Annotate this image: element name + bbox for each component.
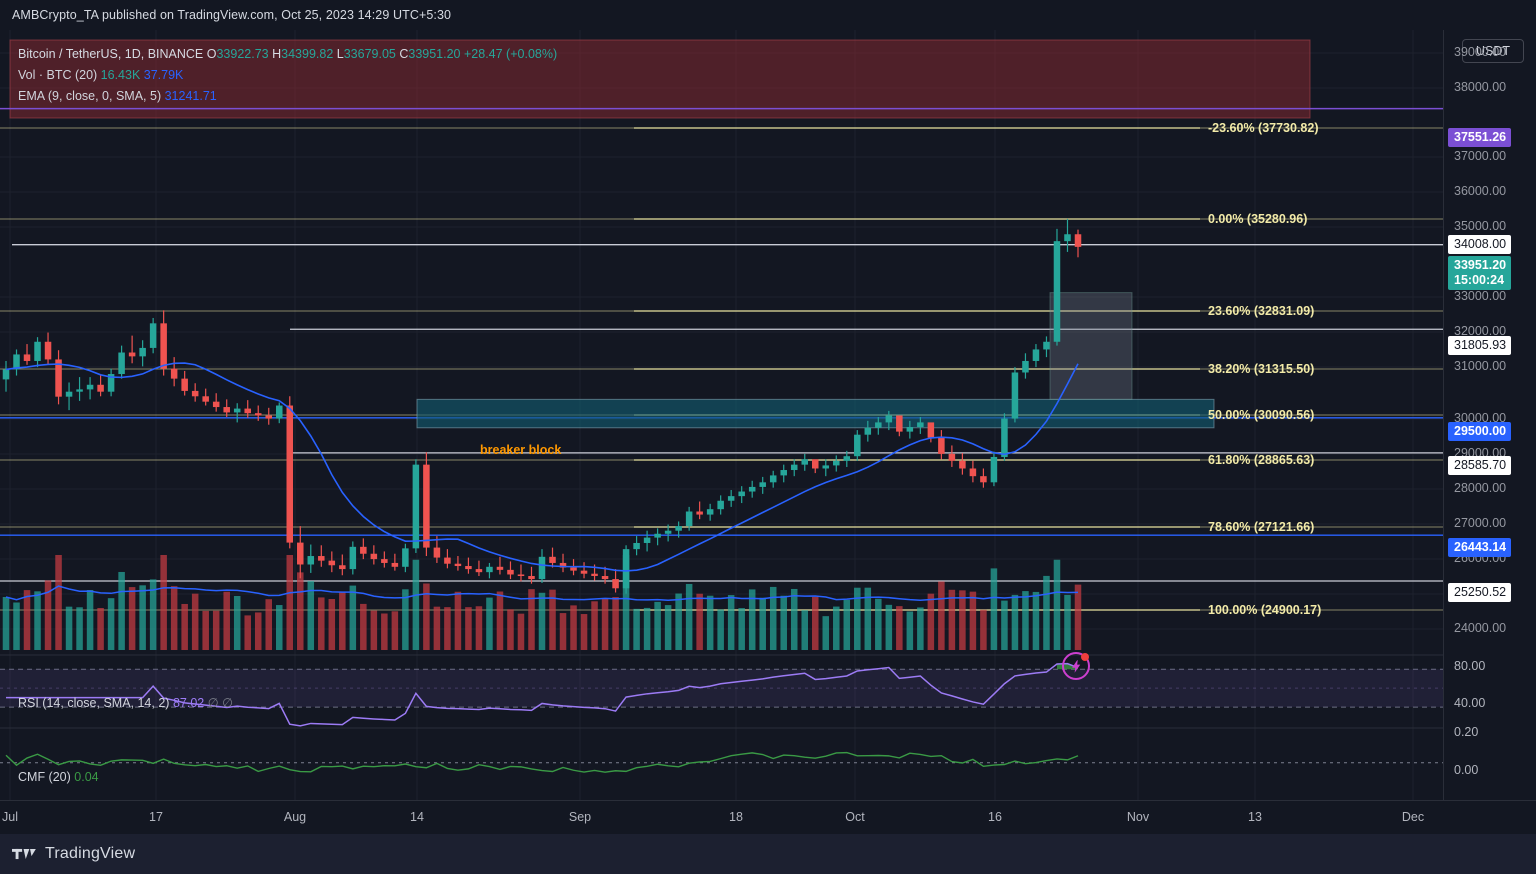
legend-row-ema[interactable]: EMA (9, close, 0, SMA, 5) 31241.71: [18, 86, 557, 107]
price-tag-value: 29500.00: [1454, 424, 1507, 438]
price-tick-label: 38000.00: [1454, 80, 1507, 94]
price-tick-label: 39000.00: [1454, 45, 1507, 59]
price-tag[interactable]: 33951.20 15:00:24: [1448, 256, 1512, 290]
price-tick-label: 35000.00: [1454, 219, 1507, 233]
time-tick-label: 17: [149, 810, 163, 824]
legend-ohlc-l-key: L: [336, 47, 344, 61]
price-tag-value: 37551.26: [1454, 130, 1507, 144]
time-tick-label: 14: [410, 810, 424, 824]
price-tag[interactable]: 25250.52: [1448, 583, 1512, 602]
legend-ohlc-h-val: 34399.82: [281, 47, 334, 61]
price-tag[interactable]: 37551.26: [1448, 128, 1512, 147]
breaker-block-label: breaker block: [480, 443, 562, 457]
alert-badge-dot: [1081, 653, 1089, 661]
price-tag[interactable]: 28585.70: [1448, 456, 1512, 475]
footer-bar: TradingView: [0, 834, 1536, 874]
chart-plot-area[interactable]: Bitcoin / TetherUS, 1D, BINANCE O33922.7…: [0, 30, 1443, 800]
legend-ohlc-o-key: O: [206, 47, 217, 61]
time-tick-label: Oct: [845, 810, 865, 824]
price-tag-value: 25250.52: [1454, 585, 1507, 599]
tradingview-wordmark: TradingView: [45, 845, 136, 862]
fib-level-label[interactable]: 78.60% (27121.66): [1208, 520, 1315, 534]
legend-change: +28.47 (+0.08%): [464, 47, 558, 61]
legend-row-rsi[interactable]: RSI (14, close, SMA, 14, 2) 87.02 ∅ ∅: [18, 693, 233, 714]
legend-cmf-title: CMF (20): [18, 770, 71, 784]
price-tag[interactable]: 34008.00: [1448, 235, 1512, 254]
price-tick-label: 32000.00: [1454, 324, 1507, 338]
legend-row-volume[interactable]: Vol · BTC (20) 16.43K 37.79K: [18, 65, 557, 86]
tradingview-logo[interactable]: TradingView: [12, 845, 135, 863]
legend-ema-title: EMA (9, close, 0, SMA, 5): [18, 89, 162, 103]
indicator-tick-label: 0.20: [1454, 725, 1479, 739]
price-tag[interactable]: 26443.14: [1448, 538, 1512, 557]
price-tick-label: 24000.00: [1454, 621, 1507, 635]
fib-level-label[interactable]: 38.20% (31315.50): [1208, 362, 1315, 376]
legend-rsi-value: 87.02: [172, 696, 205, 710]
legend-ohlc-c-key: C: [399, 47, 409, 61]
time-tick-label: Sep: [568, 810, 592, 824]
indicator-tick-label: 0.00: [1454, 763, 1479, 777]
price-tag-value: 31805.93: [1454, 338, 1507, 352]
publish-credit-text: AMBCrypto_TA published on TradingView.co…: [12, 8, 452, 22]
price-tick-label: 31000.00: [1454, 359, 1507, 373]
time-tick-label: Jul: [2, 810, 18, 824]
legend-rsi-empty-2: ∅: [222, 696, 233, 710]
price-tick-label: 28000.00: [1454, 481, 1507, 495]
tradingview-mark-icon: [12, 848, 36, 860]
time-tick-label: Dec: [1401, 810, 1425, 824]
fib-level-label[interactable]: 100.00% (24900.17): [1208, 603, 1322, 617]
legend-volume-ma-value: 37.79K: [143, 68, 184, 82]
legend-ohlc-o-val: 33922.73: [216, 47, 269, 61]
time-tick-label: Aug: [283, 810, 307, 824]
fib-level-label[interactable]: 50.00% (30090.56): [1208, 408, 1315, 422]
price-tag-value: 34008.00: [1454, 237, 1507, 251]
fib-level-label[interactable]: 61.80% (28865.63): [1208, 453, 1315, 467]
quote-currency-badge[interactable]: USDT: [1462, 39, 1525, 63]
time-tick-label: 13: [1248, 810, 1262, 824]
legend-cmf-value: 0.04: [74, 770, 99, 784]
chart-legend: Bitcoin / TetherUS, 1D, BINANCE O33922.7…: [18, 44, 557, 107]
price-tag[interactable]: 31805.93: [1448, 336, 1512, 355]
fib-level-label[interactable]: -23.60% (37730.82): [1208, 121, 1319, 135]
legend-row-cmf[interactable]: CMF (20) 0.04: [18, 767, 99, 788]
legend-ohlc-h-key: H: [272, 47, 282, 61]
price-tag-value: 33951.20: [1454, 258, 1507, 272]
price-tick-label: 27000.00: [1454, 516, 1507, 530]
price-tag[interactable]: 29500.00: [1448, 422, 1512, 441]
price-tag-value: 26443.14: [1454, 540, 1507, 554]
legend-ohlc-c-val: 33951.20: [408, 47, 461, 61]
alert-lightning-icon[interactable]: [1062, 652, 1090, 680]
time-tick-label: Nov: [1126, 810, 1150, 824]
price-tick-label: 36000.00: [1454, 184, 1507, 198]
legend-ohlc-l-val: 33679.05: [343, 47, 396, 61]
time-tick-label: 16: [988, 810, 1002, 824]
indicator-tick-label: 80.00: [1454, 659, 1486, 673]
indicator-tick-label: 40.00: [1454, 696, 1486, 710]
time-tick-label: 18: [729, 810, 743, 824]
price-tag-value: 28585.70: [1454, 458, 1507, 472]
publish-credit-bar: AMBCrypto_TA published on TradingView.co…: [0, 0, 1536, 30]
legend-volume-title: Vol · BTC (20): [18, 68, 98, 82]
legend-row-symbol[interactable]: Bitcoin / TetherUS, 1D, BINANCE O33922.7…: [18, 44, 557, 65]
price-tick-label: 33000.00: [1454, 289, 1507, 303]
legend-symbol: Bitcoin / TetherUS, 1D, BINANCE: [18, 47, 204, 61]
price-tag-countdown: 15:00:24: [1454, 273, 1505, 287]
time-axis[interactable]: Jul 17 Aug 14 Sep 18 Oct 16 Nov 13 Dec: [0, 800, 1536, 834]
price-axis[interactable]: USDT 39000.00 38000.00 37000.00 36000.00 350…: [1443, 30, 1536, 800]
legend-volume-value: 16.43K: [100, 68, 141, 82]
fib-level-label[interactable]: 0.00% (35280.96): [1208, 212, 1308, 226]
price-tick-label: 37000.00: [1454, 149, 1507, 163]
legend-rsi-title: RSI (14, close, SMA, 14, 2): [18, 696, 170, 710]
price-tick-label: 30000.00: [1454, 411, 1507, 425]
chart-canvas: [0, 30, 1443, 800]
legend-ema-value: 31241.71: [164, 89, 217, 103]
fib-level-label[interactable]: 23.60% (32831.09): [1208, 304, 1315, 318]
legend-rsi-empty-1: ∅: [207, 696, 219, 710]
